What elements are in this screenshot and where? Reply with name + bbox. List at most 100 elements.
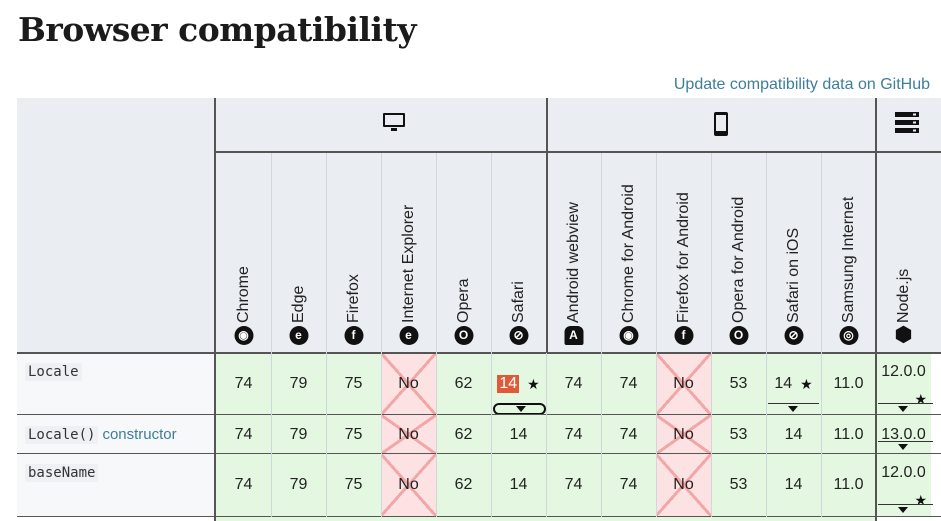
support-cell[interactable]: 11.0: [821, 353, 876, 415]
grid-line: [326, 153, 327, 521]
support-cell[interactable]: No: [656, 353, 711, 415]
support-value: 11.0: [833, 375, 864, 392]
grid-line: [17, 516, 941, 517]
browser-header-chrome-for-android: Chrome for Android ◉: [601, 153, 656, 353]
support-cell[interactable]: 75: [326, 415, 381, 454]
support-cell[interactable]: 11.0: [821, 415, 876, 454]
support-cell[interactable]: 74: [546, 454, 601, 516]
support-value: 74: [234, 476, 253, 493]
feature-suffix-link[interactable]: constructor: [102, 426, 177, 443]
firefox-icon: f: [674, 326, 693, 345]
support-cell[interactable]: No: [381, 454, 436, 516]
support-cell[interactable]: 74: [601, 353, 656, 415]
support-value: 62: [454, 476, 473, 493]
browser-name: Chrome for Android: [619, 184, 637, 323]
support-cell[interactable]: 74: [546, 415, 601, 454]
support-value: 62: [454, 425, 473, 443]
support-value: 74: [564, 476, 583, 493]
support-cell[interactable]: 62: [436, 353, 491, 415]
chrome-icon: ◉: [234, 326, 253, 345]
browser-header-node-js: Node.js ⬢: [876, 153, 931, 353]
support-cell[interactable]: 53: [711, 415, 766, 454]
support-cell[interactable]: 74: [216, 415, 271, 454]
support-cell[interactable]: 53: [711, 353, 766, 415]
support-cell[interactable]: 62: [436, 454, 491, 516]
support-value: No: [398, 425, 419, 443]
browser-header-safari: Safari ⊘: [491, 153, 546, 353]
support-value: 14: [509, 476, 528, 493]
support-cell[interactable]: 74: [546, 353, 601, 415]
grid-line: [711, 153, 712, 521]
support-cell[interactable]: 75: [326, 353, 381, 415]
grid-line: [656, 153, 657, 521]
expand-caret-icon[interactable]: [898, 507, 908, 513]
browser-header-internet-explorer: Internet Explorer e: [381, 153, 436, 353]
browser-header-opera: Opera O: [436, 153, 491, 353]
browser-name: Internet Explorer: [399, 204, 417, 323]
expand-caret-icon[interactable]: [788, 406, 798, 412]
support-cell[interactable]: 79: [271, 415, 326, 454]
support-value: 11.0: [833, 425, 864, 443]
browser-header-firefox-for-android: Firefox for Android f: [656, 153, 711, 353]
support-value: 12.0.0: [881, 464, 926, 481]
github-update-link[interactable]: Update compatibility data on GitHub: [673, 76, 930, 93]
support-cell[interactable]: 14 ★: [766, 353, 821, 415]
support-cell[interactable]: 14: [491, 454, 546, 516]
chrome-icon: ◉: [619, 326, 638, 345]
support-cell[interactable]: 74: [216, 353, 271, 415]
support-cell[interactable]: 75: [326, 454, 381, 516]
note-star-icon: ★: [914, 391, 927, 407]
grid-line: [875, 98, 877, 521]
support-cell[interactable]: 62: [436, 415, 491, 454]
support-cell[interactable]: 79: [271, 454, 326, 516]
support-cell[interactable]: No: [656, 415, 711, 454]
support-value: 74: [619, 476, 638, 493]
support-value: 74: [619, 375, 638, 392]
support-cell[interactable]: No: [381, 353, 436, 415]
cell-underline: [878, 504, 933, 505]
note-star-icon: ★: [800, 375, 813, 392]
browser-header-edge: Edge e: [271, 153, 326, 353]
support-cell[interactable]: 79: [271, 353, 326, 415]
support-value: 74: [564, 425, 583, 443]
feature-name-link[interactable]: Locale(): [25, 425, 99, 444]
support-value: 75: [344, 375, 363, 392]
support-value: 14: [784, 476, 803, 493]
support-cell[interactable]: 14: [766, 454, 821, 516]
support-cell[interactable]: 14: [766, 415, 821, 454]
samsung-icon: ◎: [839, 326, 858, 345]
support-value: 12.0.0: [881, 363, 926, 380]
expand-caret-icon[interactable]: [898, 406, 908, 412]
feature-name-link[interactable]: Locale: [25, 363, 82, 381]
grid-line: [601, 153, 602, 521]
support-value: 11.0: [833, 476, 864, 493]
support-cell[interactable]: No: [381, 415, 436, 454]
support-cell[interactable]: 74: [601, 415, 656, 454]
browser-header-firefox: Firefox f: [326, 153, 381, 353]
support-cell[interactable]: 13.0.0: [876, 415, 931, 454]
support-cell[interactable]: No: [656, 454, 711, 516]
support-cell[interactable]: 53: [711, 454, 766, 516]
feature-row-header: Locale() constructor: [17, 415, 214, 454]
browser-header-safari-on-ios: Safari on iOS ⊘: [766, 153, 821, 353]
expand-caret-icon[interactable]: [516, 406, 526, 412]
grid-line: [381, 153, 382, 521]
support-cell[interactable]: 11.0: [821, 454, 876, 516]
feature-name-link[interactable]: baseName: [25, 464, 99, 482]
expand-caret-icon[interactable]: [898, 444, 908, 450]
support-cell[interactable]: 74: [601, 454, 656, 516]
support-cell[interactable]: 74: [216, 454, 271, 516]
browser-header-chrome: Chrome ◉: [216, 153, 271, 353]
compat-table: Chrome ◉ Edge e Firefox f Internet Explorer e Op…: [17, 98, 941, 521]
feature-row-header: Locale: [17, 353, 214, 415]
browser-name: Safari on iOS: [784, 227, 802, 323]
support-value: 14: [497, 375, 520, 393]
support-cell[interactable]: 12.0.0 ★: [876, 353, 931, 415]
browser-name: Firefox for Android: [674, 192, 692, 323]
grid-line: [546, 98, 548, 353]
opera-icon: O: [729, 326, 748, 345]
browser-header-opera-for-android: Opera for Android O: [711, 153, 766, 353]
browser-name: Edge: [289, 285, 307, 323]
support-value: No: [673, 375, 694, 392]
support-cell[interactable]: 14: [491, 415, 546, 454]
